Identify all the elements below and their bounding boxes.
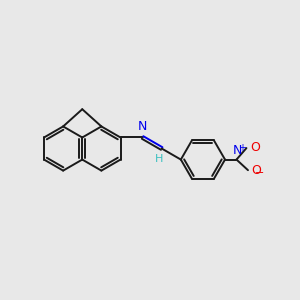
- Text: −: −: [254, 168, 264, 178]
- Text: O: O: [250, 141, 260, 154]
- Text: H: H: [155, 154, 164, 164]
- Text: N: N: [138, 120, 148, 134]
- Text: +: +: [238, 143, 246, 153]
- Text: N: N: [232, 144, 242, 157]
- Text: O: O: [251, 164, 261, 177]
